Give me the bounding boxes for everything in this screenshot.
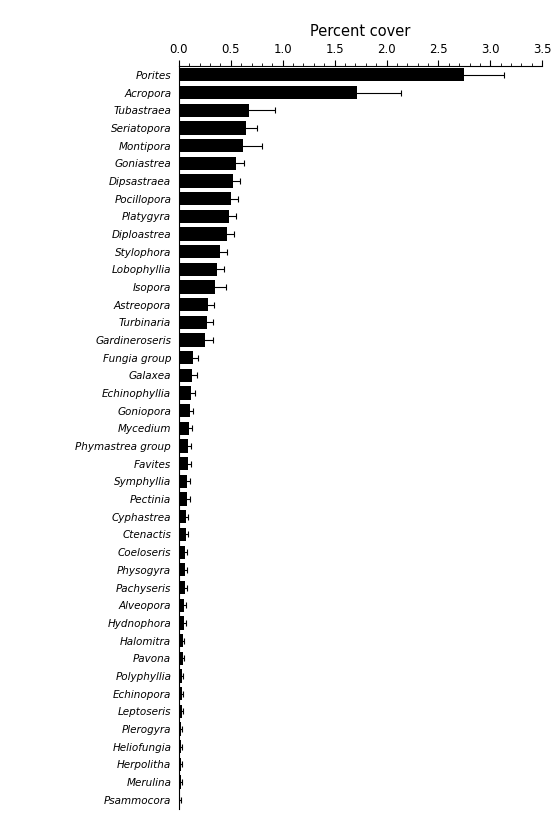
Bar [179,422,190,435]
Bar [179,192,231,205]
Bar [179,616,184,629]
Bar [179,475,187,488]
Bar [179,528,186,541]
Bar [179,740,181,753]
Bar [179,457,188,470]
Bar [179,139,243,152]
Bar [179,121,247,134]
Bar [179,563,185,577]
Bar [179,104,249,117]
Bar [179,316,207,329]
Bar [179,174,233,187]
Bar [179,757,181,771]
Bar [179,669,182,682]
Bar [179,157,236,170]
Bar [179,262,217,276]
Bar [179,68,465,82]
Bar [179,493,187,506]
X-axis label: Percent cover: Percent cover [310,24,411,39]
Bar [179,599,184,612]
Bar [179,634,183,647]
Bar [179,280,215,294]
Bar [179,245,220,258]
Bar [179,705,182,718]
Bar [179,793,180,806]
Bar [179,86,357,99]
Bar [179,723,181,736]
Bar [179,510,186,523]
Bar [179,386,191,399]
Bar [179,581,185,594]
Bar [179,369,192,382]
Bar [179,440,188,453]
Bar [179,404,190,417]
Bar [179,298,208,311]
Bar [179,351,193,365]
Bar [179,776,181,789]
Bar [179,333,205,346]
Bar [179,545,185,559]
Bar [179,228,226,241]
Bar [179,687,182,700]
Bar [179,652,183,665]
Bar [179,210,229,223]
